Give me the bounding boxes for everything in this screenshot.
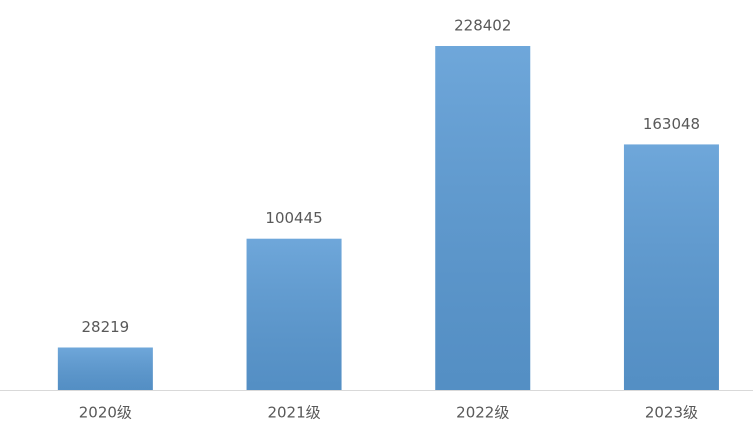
x-tick-label: 2022级 xyxy=(456,404,509,422)
bar-shade xyxy=(246,238,342,390)
data-label: 163048 xyxy=(643,115,700,133)
x-tick-label: 2023级 xyxy=(645,404,698,422)
x-tick-label: 2021级 xyxy=(267,404,320,422)
x-tick-label: 2020级 xyxy=(79,404,132,422)
bar-shade xyxy=(57,347,153,390)
bar-shade xyxy=(623,144,719,390)
bar-shade xyxy=(435,46,531,390)
data-label: 28219 xyxy=(81,318,129,336)
data-label: 228402 xyxy=(454,17,511,35)
data-label: 100445 xyxy=(265,209,322,227)
